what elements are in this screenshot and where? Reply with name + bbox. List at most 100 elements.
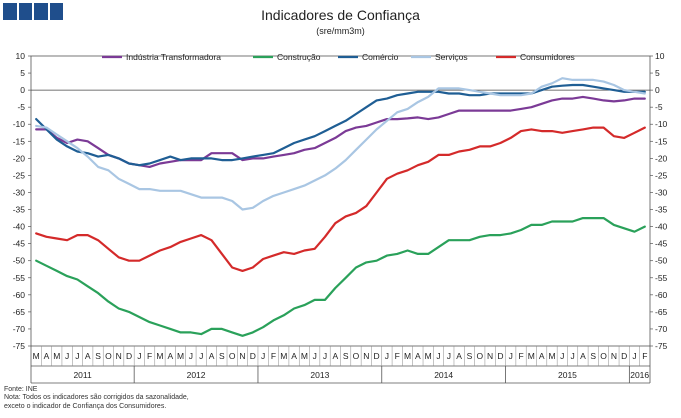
y-tick-label-left: -45 — [13, 239, 26, 249]
x-tick-label: M — [301, 351, 308, 361]
x-tick-label: J — [447, 351, 451, 361]
y-tick-label-right: -5 — [655, 102, 663, 112]
x-tick-label: N — [363, 351, 369, 361]
y-tick-label-right: -15 — [655, 136, 668, 146]
x-tick-label: J — [323, 351, 327, 361]
y-tick-label-left: -40 — [13, 222, 26, 232]
y-tick-label-right: -75 — [655, 341, 668, 351]
x-tick-label: A — [456, 351, 462, 361]
x-tick-label: J — [75, 351, 79, 361]
x-tick-label: M — [156, 351, 163, 361]
x-tick-label: J — [571, 351, 575, 361]
x-tick-label: A — [415, 351, 421, 361]
x-tick-label: M — [177, 351, 184, 361]
y-tick-label-right: 0 — [655, 85, 660, 95]
x-tick-label: J — [509, 351, 513, 361]
x-tick-label: N — [611, 351, 617, 361]
y-tick-label-right: -20 — [655, 153, 668, 163]
y-tick-label-right: -35 — [655, 205, 668, 215]
x-tick-label: F — [395, 351, 400, 361]
y-tick-label-left: -20 — [13, 153, 26, 163]
x-tick-label: M — [33, 351, 40, 361]
x-tick-label: O — [476, 351, 483, 361]
y-tick-label-left: -25 — [13, 170, 26, 180]
y-tick-label-right: -25 — [655, 170, 668, 180]
x-tick-label: D — [250, 351, 256, 361]
x-tick-label: N — [116, 351, 122, 361]
year-label: 2014 — [434, 370, 453, 380]
x-tick-label: O — [353, 351, 360, 361]
note-line-2: exceto o indicador de Confiança dos Cons… — [4, 402, 167, 410]
source-note: Fonte: INE — [4, 386, 38, 393]
legend-label: Serviços — [435, 52, 468, 62]
y-tick-label-left: -50 — [13, 256, 26, 266]
x-tick-label: M — [280, 351, 287, 361]
y-tick-label-left: -60 — [13, 290, 26, 300]
x-tick-label: A — [167, 351, 173, 361]
x-tick-label: J — [560, 351, 564, 361]
y-tick-label-left: -55 — [13, 273, 26, 283]
x-tick-label: O — [229, 351, 236, 361]
y-tick-label-right: 5 — [655, 68, 660, 78]
x-tick-label: S — [95, 351, 101, 361]
y-tick-label-right: -70 — [655, 324, 668, 334]
x-tick-label: M — [528, 351, 535, 361]
y-tick-label-left: -65 — [13, 307, 26, 317]
x-tick-label: A — [539, 351, 545, 361]
x-tick-label: S — [590, 351, 596, 361]
x-tick-label: O — [105, 351, 112, 361]
year-label: 2015 — [558, 370, 577, 380]
x-tick-label: F — [642, 351, 647, 361]
y-tick-label-right: -65 — [655, 307, 668, 317]
chart-title: Indicadores de Confiança — [261, 7, 420, 23]
x-tick-label: F — [271, 351, 276, 361]
legend-label: Indústria Transformadora — [126, 52, 221, 62]
y-tick-label-right: -10 — [655, 119, 668, 129]
x-tick-label: A — [333, 351, 339, 361]
y-tick-label-left: -5 — [17, 102, 25, 112]
y-tick-label-right: -45 — [655, 239, 668, 249]
x-tick-label: J — [313, 351, 317, 361]
x-tick-label: M — [404, 351, 411, 361]
x-tick-label: S — [343, 351, 349, 361]
y-tick-label-right: 10 — [655, 51, 665, 61]
x-tick-label: J — [65, 351, 69, 361]
legend-label: Consumidores — [520, 52, 575, 62]
y-tick-label-left: 10 — [16, 51, 26, 61]
year-label: 2016 — [630, 370, 649, 380]
note-line-1: Nota: Todos os indicadores são corrigido… — [4, 394, 189, 402]
chart-subtitle: (sre/mm3m) — [316, 26, 365, 36]
y-tick-label-right: -30 — [655, 187, 668, 197]
x-tick-label: N — [239, 351, 245, 361]
y-tick-label-left: -10 — [13, 119, 26, 129]
x-tick-label: O — [600, 351, 607, 361]
x-tick-label: S — [467, 351, 473, 361]
y-tick-label-left: 0 — [20, 85, 25, 95]
x-tick-label: D — [621, 351, 627, 361]
y-tick-label-left: -15 — [13, 136, 26, 146]
x-tick-label: A — [580, 351, 586, 361]
x-tick-label: A — [291, 351, 297, 361]
x-tick-label: D — [126, 351, 132, 361]
x-tick-label: A — [44, 351, 50, 361]
x-tick-label: J — [632, 351, 636, 361]
x-tick-label: M — [548, 351, 555, 361]
y-tick-label-left: -35 — [13, 205, 26, 215]
y-tick-label-right: -40 — [655, 222, 668, 232]
x-tick-label: A — [85, 351, 91, 361]
y-tick-label-right: -60 — [655, 290, 668, 300]
x-tick-label: S — [219, 351, 225, 361]
year-label: 2012 — [187, 370, 206, 380]
year-label: 2013 — [310, 370, 329, 380]
x-tick-label: F — [147, 351, 152, 361]
x-tick-label: J — [189, 351, 193, 361]
y-tick-label-right: -55 — [655, 273, 668, 283]
year-label: 2011 — [73, 370, 92, 380]
y-tick-label-left: -70 — [13, 324, 26, 334]
y-tick-label-left: 5 — [20, 68, 25, 78]
x-tick-label: J — [436, 351, 440, 361]
x-tick-label: D — [497, 351, 503, 361]
y-tick-label-left: -30 — [13, 187, 26, 197]
y-tick-label-right: -50 — [655, 256, 668, 266]
